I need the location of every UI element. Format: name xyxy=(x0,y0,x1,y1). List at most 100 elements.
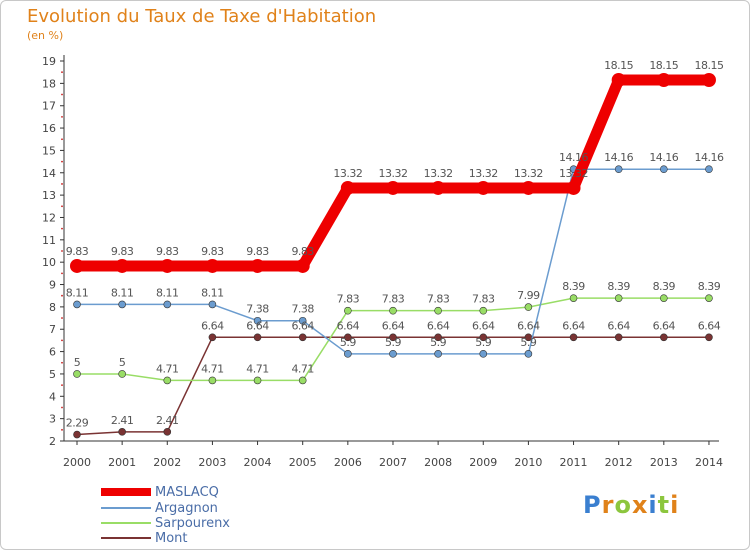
data-point xyxy=(660,165,668,173)
data-point xyxy=(434,306,442,315)
data-point xyxy=(344,306,352,315)
data-label: 9.83 xyxy=(156,245,179,258)
data-label: 7.83 xyxy=(382,293,405,306)
data-point xyxy=(524,350,533,358)
data-label: 9.83 xyxy=(66,245,89,258)
y-minor-tick xyxy=(61,160,63,163)
x-tick-label: 2001 xyxy=(108,456,136,469)
data-point xyxy=(569,333,578,342)
data-point xyxy=(431,180,446,195)
data-point xyxy=(73,370,81,378)
data-label: 7.83 xyxy=(472,293,495,306)
data-point xyxy=(614,333,623,342)
y-minor-tick xyxy=(61,384,63,387)
data-point xyxy=(434,350,442,358)
data-point xyxy=(253,316,262,325)
x-tick-label: 2004 xyxy=(244,456,272,469)
legend-label-sarpourenx: Sarpourenx xyxy=(155,515,230,531)
y-minor-tick xyxy=(61,406,63,409)
legend-swatch-argagnon xyxy=(101,507,151,509)
data-point xyxy=(163,428,172,436)
data-point xyxy=(344,333,352,342)
data-point xyxy=(614,294,623,302)
data-label: 13.32 xyxy=(469,167,498,180)
y-tick-label: 10 xyxy=(42,256,56,269)
y-minor-tick xyxy=(61,115,63,118)
x-tick-label: 2007 xyxy=(379,456,407,469)
data-point xyxy=(521,180,536,195)
data-label: 6.64 xyxy=(653,319,676,332)
data-label: 4.71 xyxy=(156,362,179,375)
data-point xyxy=(479,350,488,358)
data-label: 6.64 xyxy=(562,319,585,332)
y-tick-label: 5 xyxy=(49,368,56,381)
data-label: 9.83 xyxy=(201,245,224,258)
proxiti-logo: Proxiti xyxy=(583,491,680,519)
y-tick-label: 13 xyxy=(42,189,56,202)
data-point xyxy=(73,430,81,439)
data-point xyxy=(656,73,671,87)
data-label: 6.64 xyxy=(472,319,495,332)
y-tick-label: 19 xyxy=(42,55,56,68)
y-minor-tick xyxy=(61,428,63,431)
data-label: 2.41 xyxy=(111,414,134,427)
data-point xyxy=(611,73,626,87)
data-point xyxy=(524,303,533,311)
y-tick-label: 7 xyxy=(49,323,56,336)
data-point xyxy=(566,180,581,195)
data-point xyxy=(340,180,355,195)
data-point xyxy=(479,306,488,315)
x-tick-label: 2009 xyxy=(469,456,497,469)
legend-item-mont: Mont xyxy=(101,530,188,546)
data-point xyxy=(118,300,126,309)
data-point xyxy=(115,258,130,273)
data-point xyxy=(250,258,265,273)
y-minor-tick xyxy=(61,183,63,185)
data-point xyxy=(389,333,397,342)
data-point xyxy=(118,428,126,436)
data-point xyxy=(389,306,397,315)
x-tick-label: 2000 xyxy=(63,456,91,469)
y-minor-tick xyxy=(61,71,63,74)
data-label: 5 xyxy=(119,356,126,369)
data-point xyxy=(298,376,307,385)
data-label: 8.11 xyxy=(66,286,89,299)
data-label: 18.15 xyxy=(604,59,633,72)
data-point xyxy=(208,333,217,342)
data-label: 13.32 xyxy=(424,167,453,180)
data-point xyxy=(253,376,262,385)
data-point xyxy=(344,350,352,358)
data-point xyxy=(160,258,175,273)
data-point xyxy=(208,300,217,309)
data-label: 4.71 xyxy=(291,362,314,375)
x-tick-label: 2012 xyxy=(605,456,633,469)
legend-item-maslacq: MASLACQ xyxy=(101,484,219,500)
data-label: 6.64 xyxy=(291,319,314,332)
y-minor-tick xyxy=(61,250,63,252)
y-tick-label: 4 xyxy=(49,390,56,403)
data-point xyxy=(163,376,172,385)
data-label: 18.15 xyxy=(649,59,678,72)
data-point xyxy=(569,294,578,302)
data-point xyxy=(163,300,172,309)
data-label: 9.83 xyxy=(291,245,314,258)
data-label: 13.32 xyxy=(378,167,407,180)
data-point xyxy=(298,316,307,325)
data-label: 7.99 xyxy=(517,289,540,302)
y-minor-tick xyxy=(61,317,63,319)
data-label: 8.39 xyxy=(607,280,630,293)
data-point xyxy=(295,258,310,273)
x-tick-label: 2002 xyxy=(153,456,181,469)
y-tick-label: 3 xyxy=(49,413,56,426)
data-point xyxy=(479,333,488,342)
y-tick-label: 17 xyxy=(42,100,56,113)
data-label: 18.15 xyxy=(694,59,723,72)
data-point xyxy=(208,376,217,385)
y-tick-label: 6 xyxy=(49,346,56,359)
data-point xyxy=(434,333,442,342)
data-point xyxy=(614,165,623,173)
data-label: 7.83 xyxy=(337,293,360,306)
y-minor-tick xyxy=(61,205,63,208)
data-point xyxy=(205,258,220,273)
